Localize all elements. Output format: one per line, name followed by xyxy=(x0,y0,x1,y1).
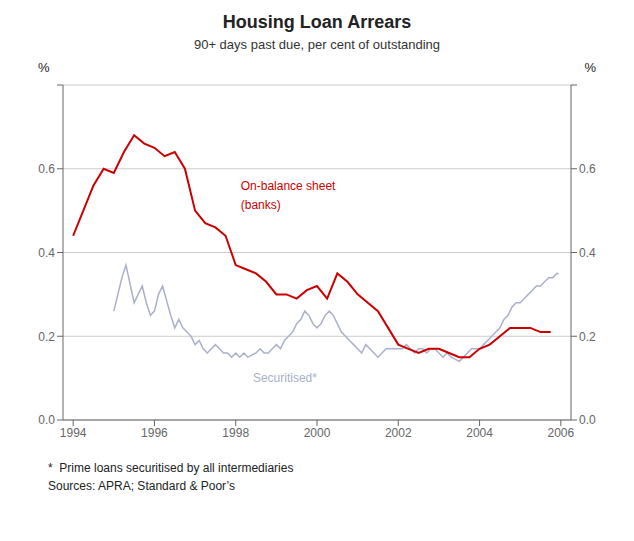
svg-text:1994: 1994 xyxy=(60,426,87,440)
svg-text:0.6: 0.6 xyxy=(579,162,596,176)
svg-text:2006: 2006 xyxy=(547,426,574,440)
svg-text:(banks): (banks) xyxy=(241,198,281,212)
svg-text:2000: 2000 xyxy=(304,426,331,440)
svg-text:0.0: 0.0 xyxy=(38,413,55,427)
svg-text:0.6: 0.6 xyxy=(38,162,55,176)
svg-text:2002: 2002 xyxy=(385,426,412,440)
svg-text:2004: 2004 xyxy=(466,426,493,440)
svg-text:1998: 1998 xyxy=(222,426,249,440)
html-text:* Prime loans securitised by a: * Prime loans securitised by all interme… xyxy=(48,461,294,475)
html-text:Housing Loan Arrears: Housing Loan Arrears xyxy=(222,12,412,32)
svg-text:Securitised*: Securitised* xyxy=(253,371,317,385)
html-text:90+ days past due, per cent of: 90+ days past due, per cent of outstandi… xyxy=(194,37,440,52)
svg-text:1996: 1996 xyxy=(141,426,168,440)
svg-text:0.2: 0.2 xyxy=(579,330,596,344)
svg-text:0.2: 0.2 xyxy=(38,330,55,344)
html-text:Sources: APRA; Standard & Poor: Sources: APRA; Standard & Poor’s xyxy=(48,479,235,493)
svg-text:On-balance sheet: On-balance sheet xyxy=(241,179,336,193)
svg-text:0.4: 0.4 xyxy=(579,246,596,260)
svg-text:0.0: 0.0 xyxy=(579,413,596,427)
svg-text:0.4: 0.4 xyxy=(38,246,55,260)
